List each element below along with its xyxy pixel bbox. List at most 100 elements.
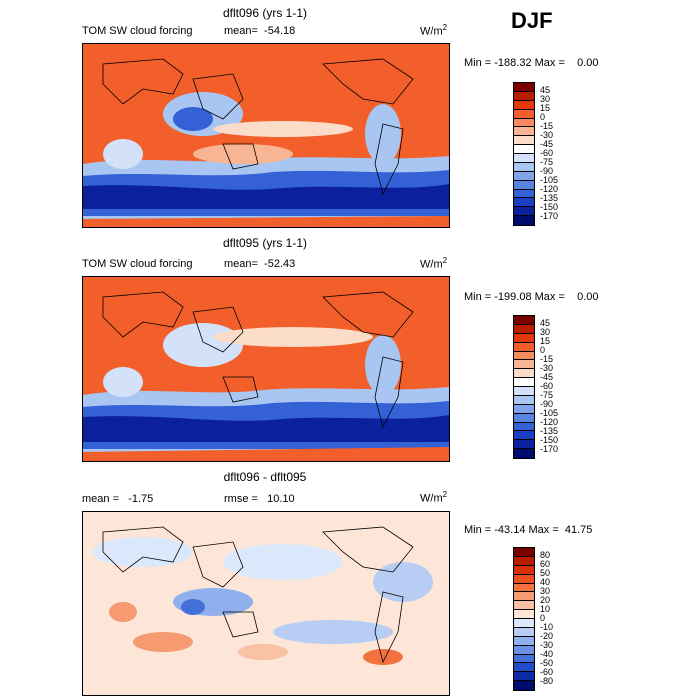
colorbar-label: 0 [540, 112, 546, 122]
colorbar-swatch [514, 583, 534, 593]
panel-2-units: W/m2 [420, 256, 448, 271]
colorbar-swatch [514, 422, 534, 432]
colorbar-label: 30 [540, 586, 551, 596]
colorbar-swatch [514, 592, 534, 602]
panel-3-units: W/m2 [420, 490, 448, 505]
colorbar-label: -135 [540, 426, 559, 436]
colorbar-label: 20 [540, 595, 551, 605]
colorbar-swatch [514, 91, 534, 101]
panel-3-mean: mean = -1.75 [82, 493, 154, 505]
colorbar-label: -75 [540, 157, 554, 167]
season-label: DJF [511, 8, 553, 33]
colorbar-label: -120 [540, 184, 559, 194]
panel-1-mean: mean= -54.18 [224, 25, 296, 37]
colorbar-swatch [514, 645, 534, 655]
panel-1-title: dflt096 (yrs 1-1) [222, 6, 308, 20]
colorbar-label: 15 [540, 336, 551, 346]
colorbar-label: 0 [540, 613, 546, 623]
colorbar-swatch [514, 619, 534, 628]
colorbar-swatch [514, 431, 534, 441]
panel-3-minmax: Min = -43.14 Max = 41.75 [464, 524, 593, 536]
colorbar-swatch [514, 548, 534, 557]
colorbar-swatch [514, 378, 534, 387]
colorbar-swatch [514, 216, 534, 225]
colorbar-label: -15 [540, 354, 554, 364]
colorbar-swatch [514, 565, 534, 575]
colorbar-swatch [514, 342, 534, 352]
colorbar-swatch [514, 627, 534, 637]
colorbar-swatch [514, 154, 534, 163]
colorbar-swatch [514, 324, 534, 334]
colorbar-label: 40 [540, 577, 551, 587]
colorbar-swatch [514, 574, 534, 584]
colorbar-label: -30 [540, 130, 554, 140]
panel-2-mean: mean= -52.43 [224, 258, 296, 270]
colorbar-label: 0 [540, 345, 546, 355]
colorbar-swatch [514, 100, 534, 110]
colorbar-label: -105 [540, 408, 559, 418]
colorbar-swatch [514, 636, 534, 646]
colorbar-label: -60 [540, 667, 554, 677]
colorbar-swatch [514, 654, 534, 664]
colorbar-label: -45 [540, 139, 554, 149]
panel-3-title: dflt096 - dflt095 [223, 470, 307, 484]
panel-2-colorbar [513, 315, 535, 459]
colorbar-label: -40 [540, 649, 554, 659]
colorbar-label: -120 [540, 417, 559, 427]
panel-2-field [83, 277, 449, 461]
colorbar-swatch [514, 404, 534, 414]
colorbar-swatch [514, 136, 534, 146]
panel-1-field [83, 44, 449, 227]
colorbar-label: -60 [540, 381, 554, 391]
colorbar-swatch [514, 83, 534, 92]
panel-3-map [82, 511, 450, 696]
panel-1-variable: TOM SW cloud forcing [82, 25, 193, 37]
colorbar-label: -80 [540, 676, 554, 686]
colorbar-label: -170 [540, 211, 559, 221]
panel-2-variable: TOM SW cloud forcing [82, 258, 193, 270]
panel-1-minmax: Min = -188.32 Max = 0.00 [464, 57, 599, 69]
panel-2-minmax: Min = -199.08 Max = 0.00 [464, 291, 599, 303]
colorbar-label: -30 [540, 640, 554, 650]
colorbar-swatch [514, 351, 534, 361]
colorbar-swatch [514, 681, 534, 690]
colorbar-swatch [514, 601, 534, 611]
colorbar-swatch [514, 449, 534, 458]
panel-3-field [83, 512, 449, 695]
colorbar-swatch [514, 180, 534, 190]
colorbar-label: -105 [540, 175, 559, 185]
colorbar-swatch [514, 207, 534, 217]
colorbar-label: 15 [540, 103, 551, 113]
colorbar-label: -75 [540, 390, 554, 400]
colorbar-label: -60 [540, 148, 554, 158]
colorbar-label: -150 [540, 435, 559, 445]
colorbar-swatch [514, 360, 534, 370]
colorbar-label: 30 [540, 327, 551, 337]
colorbar-swatch [514, 316, 534, 325]
colorbar-label: 45 [540, 85, 551, 95]
colorbar-swatch [514, 333, 534, 343]
colorbar-label: -170 [540, 444, 559, 454]
colorbar-label: -20 [540, 631, 554, 641]
panel-1-colorbar [513, 82, 535, 226]
colorbar-swatch [514, 395, 534, 405]
colorbar-swatch [514, 109, 534, 119]
colorbar-label: -50 [540, 658, 554, 668]
colorbar-swatch [514, 127, 534, 137]
colorbar-swatch [514, 118, 534, 128]
colorbar-label: 60 [540, 559, 551, 569]
colorbar-label: -45 [540, 372, 554, 382]
colorbar-label: -30 [540, 363, 554, 373]
colorbar-label: -90 [540, 166, 554, 176]
colorbar-swatch [514, 171, 534, 181]
panel-3-colorbar [513, 547, 535, 691]
colorbar-label: 45 [540, 318, 551, 328]
colorbar-swatch [514, 610, 534, 619]
colorbar-label: 10 [540, 604, 551, 614]
colorbar-label: 80 [540, 550, 551, 560]
panel-2-title: dflt095 (yrs 1-1) [222, 236, 308, 250]
colorbar-label: 30 [540, 94, 551, 104]
colorbar-label: -135 [540, 193, 559, 203]
panel-1-map [82, 43, 450, 228]
colorbar-label: -15 [540, 121, 554, 131]
